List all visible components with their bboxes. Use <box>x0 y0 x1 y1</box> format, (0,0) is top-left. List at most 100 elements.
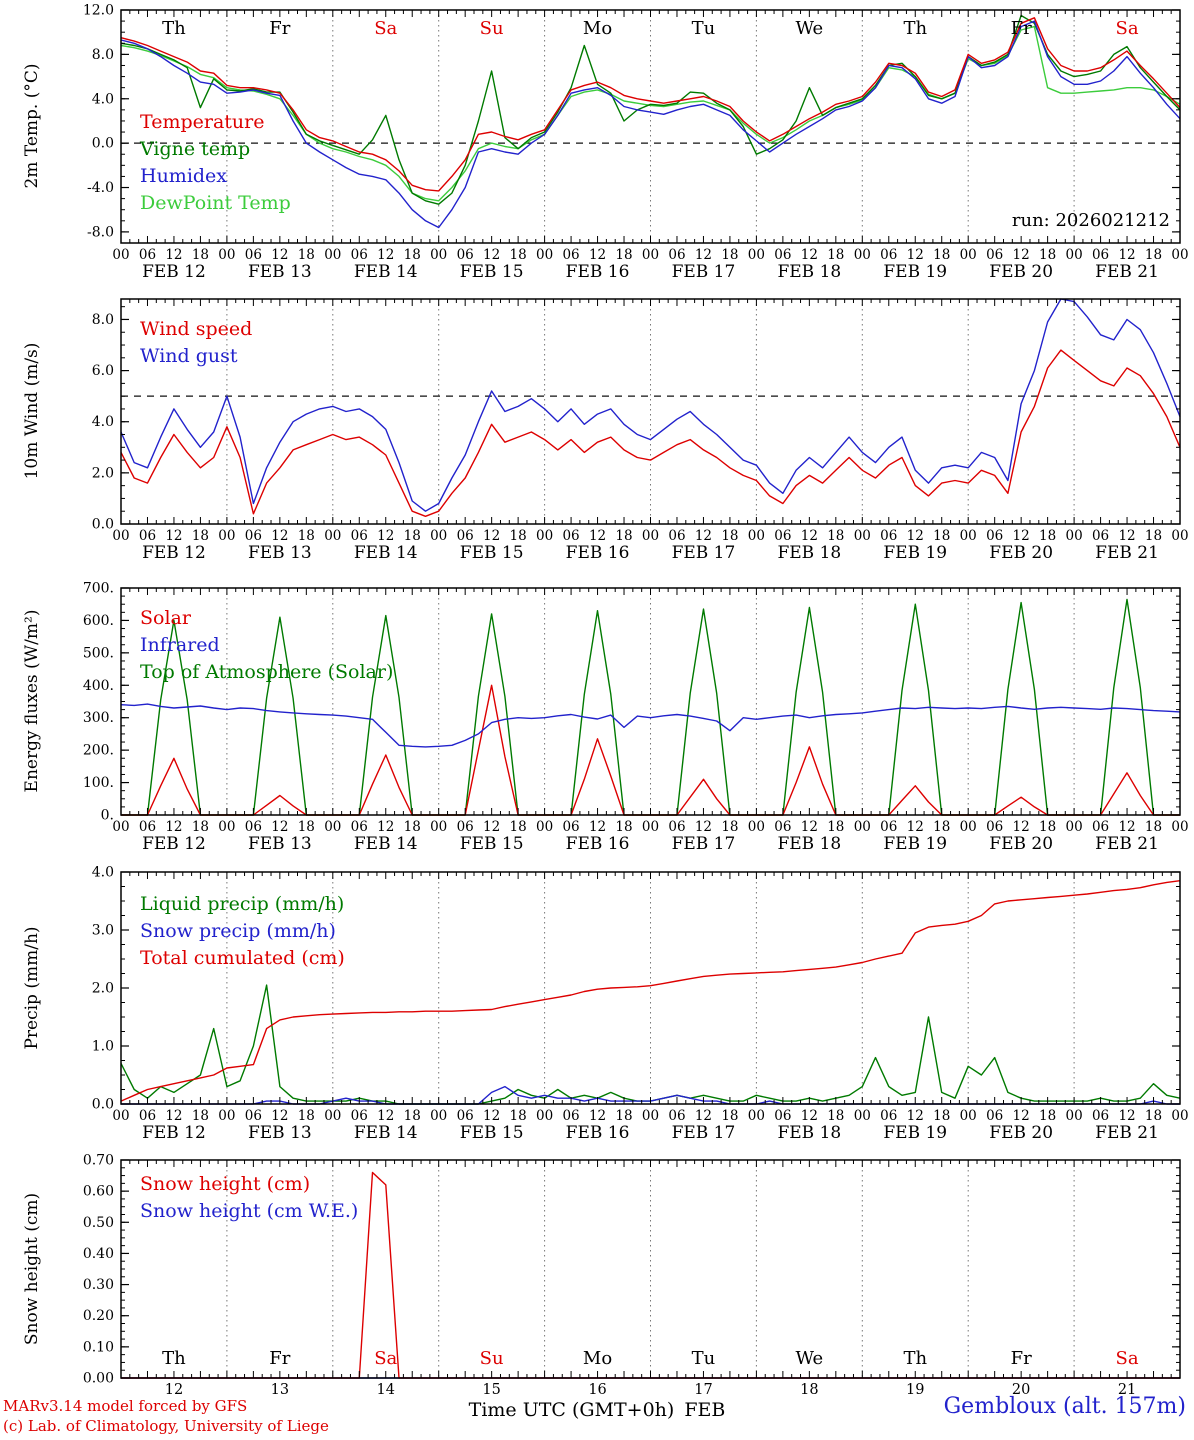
hour-tick-label: 00 <box>218 247 235 263</box>
y-tick-label: 0.0 <box>92 136 114 152</box>
date-label: FEB 20 <box>989 1123 1053 1143</box>
hour-tick-label: 06 <box>668 819 685 835</box>
y-tick-label: 4.0 <box>92 414 114 430</box>
y-tick-label: 1.0 <box>92 1039 114 1055</box>
hour-tick-label: 18 <box>298 1108 315 1124</box>
hour-tick-label: 18 <box>404 528 421 544</box>
date-label: FEB 16 <box>566 1123 630 1143</box>
hour-tick-label: 06 <box>245 528 262 544</box>
hour-tick-label: 06 <box>986 1108 1003 1124</box>
date-label: FEB 13 <box>248 1123 312 1143</box>
hour-tick-label: 12 <box>1013 1108 1030 1124</box>
hour-tick-label: 12 <box>589 1108 606 1124</box>
legend-humidex: Humidex <box>140 165 227 187</box>
day-name-label: We <box>796 1348 824 1369</box>
hour-tick-label: 18 <box>510 819 527 835</box>
day-name-label: We <box>796 18 824 39</box>
y-tick-label: 100. <box>83 775 114 791</box>
hour-tick-label: 06 <box>351 247 368 263</box>
day-name-label: Sa <box>374 18 397 39</box>
hour-tick-label: 00 <box>112 819 129 835</box>
hour-tick-label: 12 <box>165 247 182 263</box>
y-tick-label: 2.0 <box>92 981 114 997</box>
hour-tick-label: 06 <box>457 247 474 263</box>
y-tick-label: -4.0 <box>87 180 114 196</box>
hour-tick-label: 00 <box>748 1108 765 1124</box>
hour-tick-label: 06 <box>1092 247 1109 263</box>
hour-tick-label: 00 <box>430 247 447 263</box>
y-tick-label: 700. <box>83 581 114 597</box>
series-dewpoint-temp <box>120 25 1181 202</box>
panel-snow: 0.70 0.60 0.50 0.40 0.30 0.20 0.10 0.00 12 13 14 15… <box>83 1153 1181 1398</box>
hour-tick-label: 12 <box>801 247 818 263</box>
hour-tick-label: 18 <box>721 528 738 544</box>
hour-tick-label: 06 <box>139 247 156 263</box>
date-label: FEB 20 <box>989 262 1053 282</box>
hour-tick-label: 00 <box>960 528 977 544</box>
y-tick-label: 0.0 <box>92 1097 114 1113</box>
hour-tick-label: 12 <box>377 1108 394 1124</box>
hour-tick-label: 00 <box>642 1108 659 1124</box>
day-number-label: 13 <box>271 1382 289 1398</box>
hour-tick-label: 00 <box>324 1108 341 1124</box>
hour-tick-label: 18 <box>1145 528 1162 544</box>
hour-tick-label: 00 <box>430 819 447 835</box>
hour-tick-label: 18 <box>192 819 209 835</box>
hour-tick-label: 06 <box>880 528 897 544</box>
hour-tick-label: 18 <box>192 247 209 263</box>
date-label: FEB 14 <box>354 834 418 854</box>
hour-tick-label: 00 <box>642 819 659 835</box>
hour-tick-label: 12 <box>801 528 818 544</box>
hour-tick-label: 18 <box>192 1108 209 1124</box>
hour-tick-label: 12 <box>1013 247 1030 263</box>
hour-tick-label: 00 <box>536 247 553 263</box>
hour-tick-label: 00 <box>536 819 553 835</box>
hour-tick-label: 00 <box>430 1108 447 1124</box>
hour-tick-label: 18 <box>827 247 844 263</box>
hour-tick-label: 06 <box>457 819 474 835</box>
hour-tick-label: 00 <box>218 1108 235 1124</box>
hour-tick-label: 00 <box>324 247 341 263</box>
date-label: FEB 13 <box>248 543 312 563</box>
hour-tick-label: 12 <box>695 1108 712 1124</box>
x-axis-title: Time UTC (GMT+0h) FEB <box>0 1399 1194 1421</box>
hour-tick-label: 06 <box>245 1108 262 1124</box>
hour-tick-label: 18 <box>721 819 738 835</box>
y-tick-label: 600. <box>83 613 114 629</box>
date-label: FEB 17 <box>672 543 736 563</box>
panel-wind: 8.06.04.02.00.000 06 12 18 00 06 12 18 00 06 12 18 0… <box>92 298 1189 563</box>
hour-tick-label: 00 <box>960 819 977 835</box>
hour-tick-label: 12 <box>483 1108 500 1124</box>
date-label: FEB 21 <box>1095 262 1159 282</box>
hour-tick-label: 12 <box>589 528 606 544</box>
hour-tick-label: 06 <box>457 528 474 544</box>
day-name-label: Fr <box>269 18 290 39</box>
hour-tick-label: 18 <box>1039 247 1056 263</box>
date-label: FEB 12 <box>142 834 206 854</box>
hour-tick-label: 18 <box>1039 528 1056 544</box>
date-label: FEB 15 <box>460 1123 524 1143</box>
series-wind-gust <box>120 298 1181 512</box>
hour-tick-label: 12 <box>271 247 288 263</box>
hour-tick-label: 18 <box>510 247 527 263</box>
hour-tick-label: 12 <box>483 528 500 544</box>
hour-tick-label: 18 <box>721 247 738 263</box>
series-total-cumulated <box>120 880 1181 1102</box>
legend-solar: Solar <box>140 607 192 629</box>
day-number-label: 12 <box>165 1382 183 1398</box>
hour-tick-label: 12 <box>271 819 288 835</box>
hour-tick-label: 12 <box>165 1108 182 1124</box>
date-label: FEB 18 <box>777 262 841 282</box>
hour-tick-label: 12 <box>907 247 924 263</box>
hour-tick-label: 18 <box>1145 819 1162 835</box>
legend-top-of-atmosphere-solar-: Top of Atmosphere (Solar) <box>140 661 393 683</box>
day-number-label: 21 <box>1118 1382 1136 1398</box>
panel-temperature: 12.0 8.0 4.0 0.0 -4.0 -8.0 00 06 12 18 00 06 12 18 00 0… <box>83 3 1189 283</box>
hour-tick-label: 06 <box>880 247 897 263</box>
day-number-label: 19 <box>906 1382 924 1398</box>
date-label: FEB 16 <box>566 262 630 282</box>
hour-tick-label: 18 <box>298 528 315 544</box>
y-tick-label: 200. <box>83 743 114 759</box>
hour-tick-label: 06 <box>668 1108 685 1124</box>
